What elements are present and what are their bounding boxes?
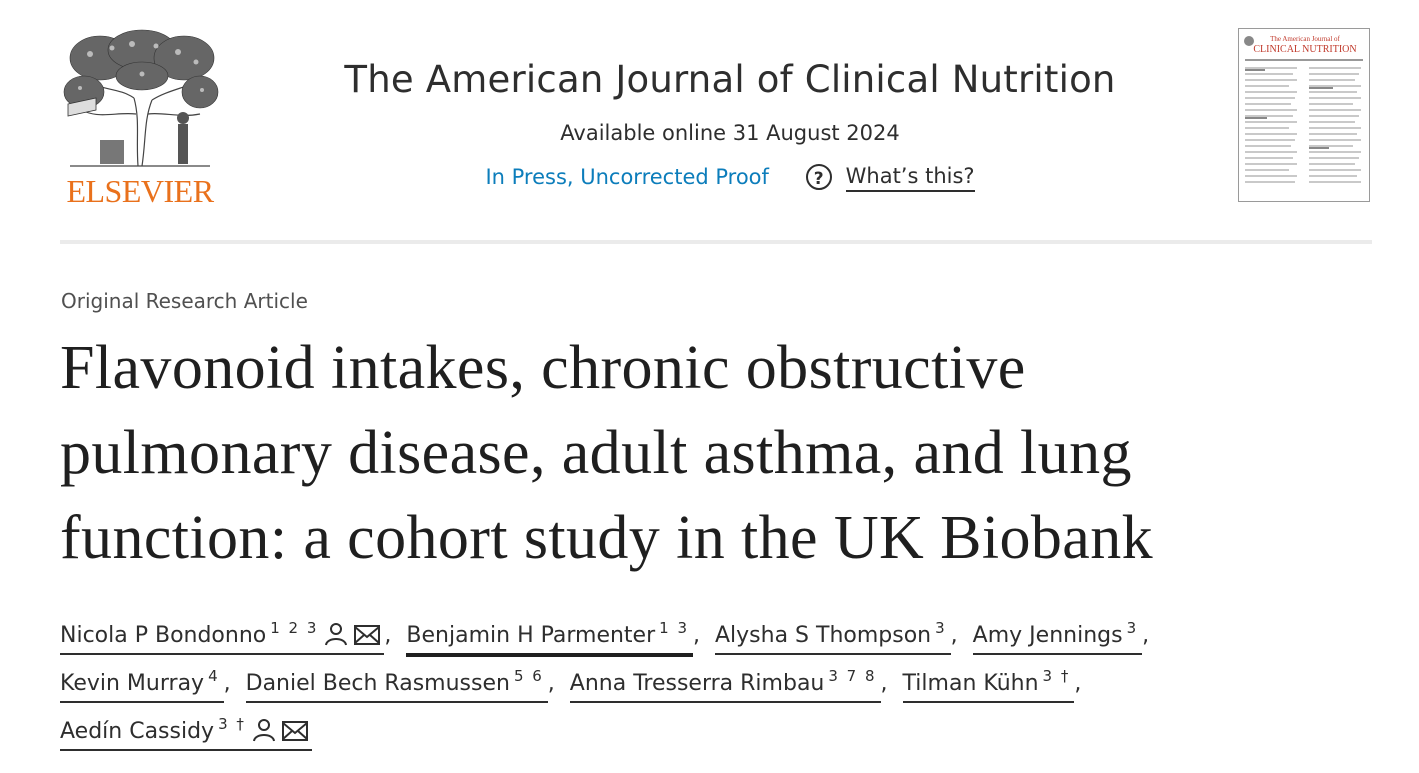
author-affiliations: 3 7 8: [828, 667, 877, 685]
journal-cover-thumbnail[interactable]: The American Journal of CLINICAL NUTRITI…: [1238, 28, 1370, 202]
article-title-line: function: a cohort study in the UK Bioba…: [60, 504, 1154, 572]
author-name: Daniel Bech Rasmussen: [245, 671, 510, 696]
author-affiliations: 3 †: [1042, 667, 1071, 685]
author-name: Alysha S Thompson: [715, 623, 932, 648]
author-separator: ,: [1142, 623, 1150, 648]
author-name: Amy Jennings: [972, 623, 1123, 648]
article-title-line: pulmonary disease, adult asthma, and lun…: [60, 419, 1132, 487]
author-name: Nicola P Bondonno: [60, 623, 267, 648]
author-link[interactable]: Amy Jennings 3: [972, 619, 1143, 655]
cover-title-line2: CLINICAL NUTRITION: [1253, 44, 1356, 55]
article-type: Original Research Article: [61, 289, 308, 313]
cover-image-icon: The American Journal of CLINICAL NUTRITI…: [1239, 29, 1369, 201]
cover-title-line1: The American Journal of: [1270, 35, 1340, 43]
author-link[interactable]: Benjamin H Parmenter 1 3: [406, 619, 693, 657]
header-divider: [60, 240, 1372, 244]
person-icon: [325, 623, 348, 646]
author-link[interactable]: Anna Tresserra Rimbau 3 7 8: [569, 667, 881, 703]
author-name: Aedín Cassidy: [60, 719, 215, 744]
author-affiliations: 3 †: [218, 715, 246, 733]
author-affiliations: 5 6: [513, 667, 544, 685]
author-separator: ,: [880, 671, 888, 696]
elsevier-wordmark: ELSEVIER: [66, 173, 214, 209]
available-online-date: Available online 31 August 2024: [560, 121, 900, 145]
elsevier-tree-icon: [60, 28, 220, 172]
author-separator: ,: [547, 671, 555, 696]
author-separator: ,: [223, 671, 231, 696]
elsevier-logo[interactable]: ELSEVIER: [60, 28, 220, 208]
person-icon: [252, 719, 275, 742]
author-link[interactable]: Alysha S Thompson 3: [715, 619, 951, 655]
whats-this-button[interactable]: ? What’s this?: [805, 162, 975, 192]
author-link[interactable]: Aedín Cassidy 3 †: [60, 715, 312, 751]
author-name: Tilman Kühn: [902, 671, 1039, 696]
author-affiliations: 3: [1126, 619, 1139, 637]
envelope-icon: [354, 625, 381, 645]
author-affiliations: 1 3: [659, 619, 689, 637]
author-separator: ,: [950, 623, 958, 648]
question-circle-icon: ?: [805, 164, 832, 190]
author-link[interactable]: Daniel Bech Rasmussen 5 6: [245, 667, 548, 703]
author-affiliations: 4: [208, 667, 220, 685]
whats-this-label: What’s this?: [845, 162, 975, 192]
article-title: Flavonoid intakes, chronic obstructive p…: [60, 326, 1380, 581]
author-name: Benjamin H Parmenter: [406, 623, 656, 648]
journal-title[interactable]: The American Journal of Clinical Nutriti…: [344, 58, 1116, 101]
author-affiliations: 3: [935, 619, 947, 637]
author-separator: ,: [693, 623, 700, 648]
author-link[interactable]: Tilman Kühn 3 †: [902, 667, 1075, 703]
article-title-line: Flavonoid intakes, chronic obstructive: [60, 334, 1026, 402]
author-list: Nicola P Bondonno 1 2 3, Benjamin H Parme…: [60, 612, 1390, 756]
author-link[interactable]: Nicola P Bondonno 1 2 3: [60, 619, 385, 655]
in-press-link[interactable]: In Press, Uncorrected Proof: [485, 165, 769, 189]
envelope-icon: [281, 721, 308, 741]
author-separator: ,: [384, 623, 392, 648]
author-link[interactable]: Kevin Murray 4: [60, 667, 224, 703]
author-affiliations: 1 2 3: [270, 619, 319, 637]
author-name: Kevin Murray: [60, 671, 205, 696]
article-status-row: In Press, Uncorrected Proof ? What’s thi…: [300, 160, 1160, 194]
author-separator: ,: [1074, 671, 1082, 696]
author-name: Anna Tresserra Rimbau: [569, 671, 825, 696]
